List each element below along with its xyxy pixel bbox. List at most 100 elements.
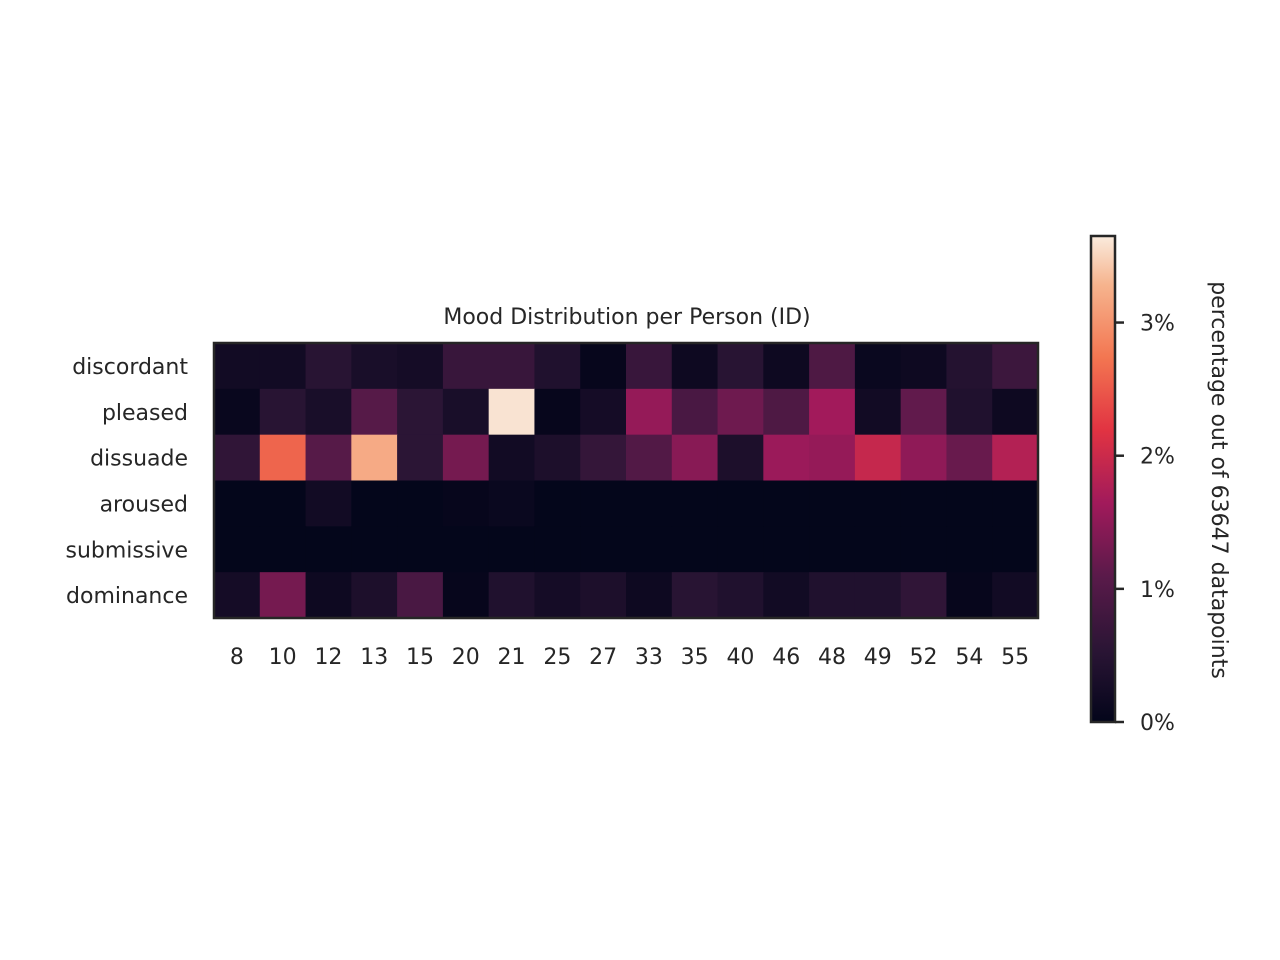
heatmap-cell-aroused-40 xyxy=(717,480,764,527)
heatmap-cell-dissuade-20 xyxy=(442,434,490,482)
heatmap-cell-submissive-25 xyxy=(534,526,581,573)
heatmap-cell-dissuade-27 xyxy=(580,434,627,482)
heatmap-cell-aroused-46 xyxy=(763,480,810,527)
heatmap-cell-submissive-21 xyxy=(488,526,536,573)
heatmap-cell-aroused-54 xyxy=(946,480,993,527)
x-tick-label: 27 xyxy=(589,645,617,670)
heatmap-cell-pleased-15 xyxy=(397,388,444,436)
y-tick-labels: discordant pleased dissuade aroused submissi… xyxy=(65,355,188,609)
heatmap-cell-dominance-27 xyxy=(580,572,627,619)
heatmap-cell-dominance-21 xyxy=(488,572,536,619)
x-tick-label: 13 xyxy=(360,645,388,670)
heatmap-cell-pleased-10 xyxy=(259,388,307,436)
heatmap-cell-aroused-52 xyxy=(900,480,948,527)
x-tick-label: 8 xyxy=(230,645,244,670)
heatmap-cell-dominance-13 xyxy=(351,572,398,619)
heatmap-cell-dissuade-49 xyxy=(854,434,902,482)
heatmap-cell-aroused-27 xyxy=(580,480,627,527)
heatmap-cell-pleased-25 xyxy=(534,388,581,436)
heatmap-cell-submissive-52 xyxy=(900,526,948,573)
colorbar xyxy=(1089,234,1117,724)
heatmap-cell-submissive-55 xyxy=(992,526,1039,573)
x-tick-label: 49 xyxy=(864,645,892,670)
heatmap-cell-pleased-49 xyxy=(854,388,902,436)
heatmap-cell-submissive-48 xyxy=(809,526,856,573)
heatmap-cell-dominance-35 xyxy=(671,572,719,619)
heatmap-cell-discordant-25 xyxy=(534,343,581,390)
heatmap-cell-aroused-21 xyxy=(488,480,536,527)
colorbar-label: percentage out of 63647 datapoints xyxy=(1206,281,1231,679)
x-tick-label: 20 xyxy=(452,645,480,670)
heatmap-cell-aroused-10 xyxy=(259,480,307,527)
heatmap-cell-aroused-15 xyxy=(397,480,444,527)
heatmap-cell-discordant-55 xyxy=(992,343,1039,390)
heatmap-cell-submissive-27 xyxy=(580,526,627,573)
heatmap-cell-dominance-10 xyxy=(259,572,307,619)
heatmap-cell-pleased-35 xyxy=(671,388,719,436)
heatmap-cell-dominance-33 xyxy=(626,572,673,619)
colorbar-tick-label: 0% xyxy=(1140,711,1175,736)
heatmap-cell-discordant-13 xyxy=(351,343,398,390)
heatmap-cell-pleased-27 xyxy=(580,388,627,436)
heatmap-cell-pleased-12 xyxy=(305,388,352,436)
heatmap-cell-submissive-49 xyxy=(854,526,902,573)
heatmap-cell-dissuade-54 xyxy=(946,434,993,482)
heatmap-cell-discordant-12 xyxy=(305,343,352,390)
x-tick-labels: 8 10 12 13 15 20 21 25 27 33 35 40 46 48 49 52 54 55 xyxy=(230,645,1029,670)
heatmap-cell-dissuade-15 xyxy=(397,434,444,482)
colorbar-tick-label: 3% xyxy=(1140,312,1175,337)
y-tick-label: submissive xyxy=(65,538,188,563)
heatmap-cell-dominance-12 xyxy=(305,572,352,619)
heatmap-cell-dissuade-12 xyxy=(305,434,352,482)
heatmap-cell-pleased-40 xyxy=(717,388,764,436)
heatmap-cell-submissive-40 xyxy=(717,526,764,573)
x-tick-label: 15 xyxy=(406,645,434,670)
heatmap-cell-pleased-54 xyxy=(946,388,993,436)
x-tick-label: 33 xyxy=(635,645,663,670)
heatmap-cell-aroused-48 xyxy=(809,480,856,527)
y-tick-label: dissuade xyxy=(90,447,188,472)
chart-title: Mood Distribution per Person (ID) xyxy=(443,305,810,330)
heatmap-cell-discordant-35 xyxy=(671,343,719,390)
heatmap-cell-discordant-52 xyxy=(900,343,948,390)
heatmap-frame xyxy=(212,341,1040,620)
heatmap-cell-discordant-27 xyxy=(580,343,627,390)
heatmap-cell-pleased-33 xyxy=(626,388,673,436)
x-tick-label: 40 xyxy=(726,645,754,670)
heatmap-cell-dissuade-10 xyxy=(259,434,307,482)
heatmap-cell-submissive-33 xyxy=(626,526,673,573)
heatmap-cell-discordant-33 xyxy=(626,343,673,390)
heatmap-cell-pleased-8 xyxy=(214,388,261,436)
heatmap-cell-submissive-10 xyxy=(259,526,307,573)
heatmap-cell-dominance-40 xyxy=(717,572,764,619)
heatmap-cell-dominance-20 xyxy=(442,572,490,619)
heatmap-cell-dominance-54 xyxy=(946,572,993,619)
heatmap-cell-aroused-8 xyxy=(214,480,261,527)
x-tick-label: 25 xyxy=(543,645,571,670)
x-tick-label: 10 xyxy=(269,645,297,670)
heatmap-cell-submissive-35 xyxy=(671,526,719,573)
heatmap-cell-aroused-13 xyxy=(351,480,398,527)
heatmap-cell-submissive-13 xyxy=(351,526,398,573)
heatmap-cell-discordant-20 xyxy=(442,343,490,390)
x-tick-label: 46 xyxy=(772,645,800,670)
heatmap-cell-discordant-40 xyxy=(717,343,764,390)
heatmap-cell-aroused-20 xyxy=(442,480,490,527)
heatmap-cell-discordant-8 xyxy=(214,343,261,390)
heatmap-cell-dominance-55 xyxy=(992,572,1039,619)
heatmap-cell-dominance-46 xyxy=(763,572,810,619)
x-tick-label: 35 xyxy=(681,645,709,670)
heatmap-cell-submissive-8 xyxy=(214,526,261,573)
heatmap-cells xyxy=(214,343,1039,619)
heatmap-cell-dissuade-46 xyxy=(763,434,810,482)
heatmap-cell-dominance-52 xyxy=(900,572,948,619)
y-tick-label: aroused xyxy=(100,492,188,517)
x-tick-label: 55 xyxy=(1001,645,1029,670)
heatmap-cell-discordant-21 xyxy=(488,343,536,390)
heatmap-cell-dissuade-48 xyxy=(809,434,856,482)
heatmap-cell-submissive-54 xyxy=(946,526,993,573)
heatmap-cell-dissuade-21 xyxy=(488,434,536,482)
x-tick-label: 21 xyxy=(498,645,526,670)
heatmap-cell-pleased-21 xyxy=(488,388,536,436)
